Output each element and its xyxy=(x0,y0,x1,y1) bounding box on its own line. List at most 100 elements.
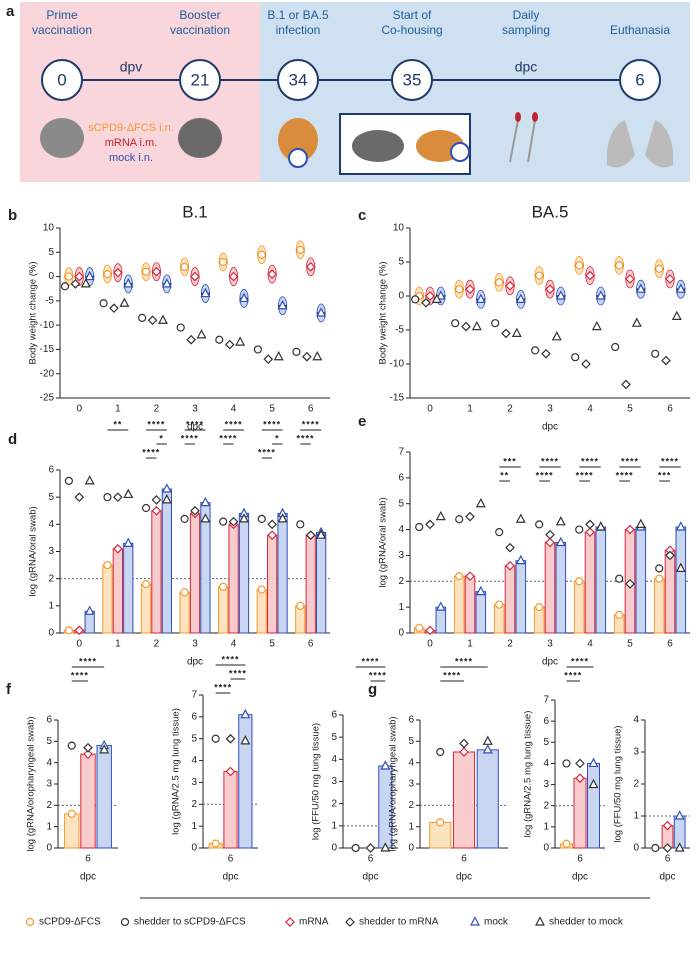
bar xyxy=(584,531,596,634)
significance-label: **** xyxy=(225,419,243,429)
bar xyxy=(452,751,476,849)
group-point xyxy=(475,585,486,596)
bar xyxy=(435,606,447,634)
y-axis-label: log (gRNA/oral swab) xyxy=(28,506,39,596)
y-axis-label: log (gRNA/oral swab) xyxy=(378,497,389,587)
y-tick-label: 6 xyxy=(408,715,414,726)
y-tick-label: 4 xyxy=(408,757,414,768)
shedder-point xyxy=(615,574,624,583)
x-tick-label: 6 xyxy=(577,854,583,865)
bar xyxy=(179,591,190,634)
bar xyxy=(555,542,567,634)
node-caption: infection xyxy=(276,23,321,37)
x-tick-label: 6 xyxy=(85,854,91,865)
bar xyxy=(267,534,278,634)
shedder-point xyxy=(655,564,664,573)
bar xyxy=(573,580,585,634)
y-tick-label: 5 xyxy=(543,737,549,748)
shedder-point xyxy=(665,550,675,561)
group-point xyxy=(675,521,686,531)
y-tick-label: 6 xyxy=(191,711,197,722)
shedder-point xyxy=(238,513,249,523)
shedder-point xyxy=(585,519,595,530)
group-point xyxy=(425,291,435,301)
shedder-point xyxy=(316,529,327,539)
shedder-point xyxy=(431,293,442,303)
group-point xyxy=(482,744,493,754)
y-axis-label: log (gRNA/oropharyngeal swab) xyxy=(388,716,399,851)
panel-label: d xyxy=(8,431,17,448)
y-tick-label: 1 xyxy=(543,821,549,832)
bar xyxy=(277,512,288,634)
shedder-point xyxy=(421,297,431,308)
group-point xyxy=(123,537,134,547)
significance-label: **** xyxy=(621,456,639,466)
shedder-point xyxy=(292,347,301,356)
shedder-point xyxy=(224,339,235,350)
significance-label: **** xyxy=(71,670,89,680)
group-point xyxy=(459,747,469,757)
x-tick-label: 5 xyxy=(627,404,633,415)
group-point xyxy=(655,574,664,583)
shedder-point xyxy=(211,734,220,743)
legend-label: shedder to mock xyxy=(549,917,624,928)
group-point xyxy=(562,839,571,848)
bar xyxy=(151,510,162,634)
group-point xyxy=(64,272,73,281)
x-tick-label: 2 xyxy=(507,404,513,415)
shedder-point xyxy=(651,843,660,853)
bar xyxy=(305,534,316,634)
group-point xyxy=(555,290,566,300)
x-tick-label: 5 xyxy=(627,639,633,650)
y-axis-label: Body weight change (%) xyxy=(378,262,389,365)
panel-label: e xyxy=(358,413,366,430)
shedder-point xyxy=(505,542,515,553)
panel: 0 1 2 3 4 5 6 7 log (gRNA/2.5 mg lung tissue) 6 dp… xyxy=(523,656,605,883)
shedder-point xyxy=(351,843,360,853)
y-tick-label: -15 xyxy=(390,393,405,404)
x-tick-label: 6 xyxy=(308,404,314,415)
node-day: 21 xyxy=(191,70,210,89)
group-point xyxy=(674,810,685,820)
bar xyxy=(573,777,587,849)
y-tick-label: 6 xyxy=(543,716,549,727)
legend-marker xyxy=(25,917,35,927)
group-point xyxy=(435,601,446,611)
group-point xyxy=(113,543,123,554)
significance-label: **** xyxy=(616,470,634,480)
group-point xyxy=(425,625,435,636)
x-tick-label: 6 xyxy=(667,639,673,650)
shedder-point xyxy=(74,492,85,503)
bar xyxy=(80,753,96,849)
group-point xyxy=(67,809,76,818)
sampling-caption: Daily xyxy=(513,8,540,22)
y-tick-label: -10 xyxy=(390,359,405,370)
node-day: 0 xyxy=(57,70,66,89)
panel: g 0 1 2 3 4 5 6 log (gRNA/oropharyngeal swab) 6 dp… xyxy=(368,656,508,883)
y-tick-label: 3 xyxy=(398,550,404,561)
shedder-point xyxy=(273,350,284,361)
group-point xyxy=(84,270,95,281)
y-tick-label: 1 xyxy=(46,821,52,832)
group-point xyxy=(495,600,504,609)
group-point xyxy=(555,536,566,547)
significance-label: **** xyxy=(147,419,165,429)
y-tick-label: 0 xyxy=(48,628,54,639)
shedder-point xyxy=(425,519,435,530)
shedder-point xyxy=(541,348,551,359)
group-point xyxy=(455,285,464,294)
group-point xyxy=(665,274,675,284)
significance-label: **** xyxy=(571,656,589,666)
panel-label: f xyxy=(6,681,12,698)
y-tick-label: 4 xyxy=(191,755,197,766)
x-tick-label: 6 xyxy=(665,854,671,865)
shedder-point xyxy=(228,516,239,527)
shedder-point xyxy=(475,497,486,508)
shedder-point xyxy=(67,741,76,750)
shedder-point xyxy=(415,522,424,532)
x-axis-label: dpc xyxy=(362,872,378,883)
shedder-point xyxy=(138,313,147,322)
bar xyxy=(316,531,327,634)
group-point xyxy=(575,773,585,784)
x-axis-label: dpc xyxy=(187,657,203,668)
